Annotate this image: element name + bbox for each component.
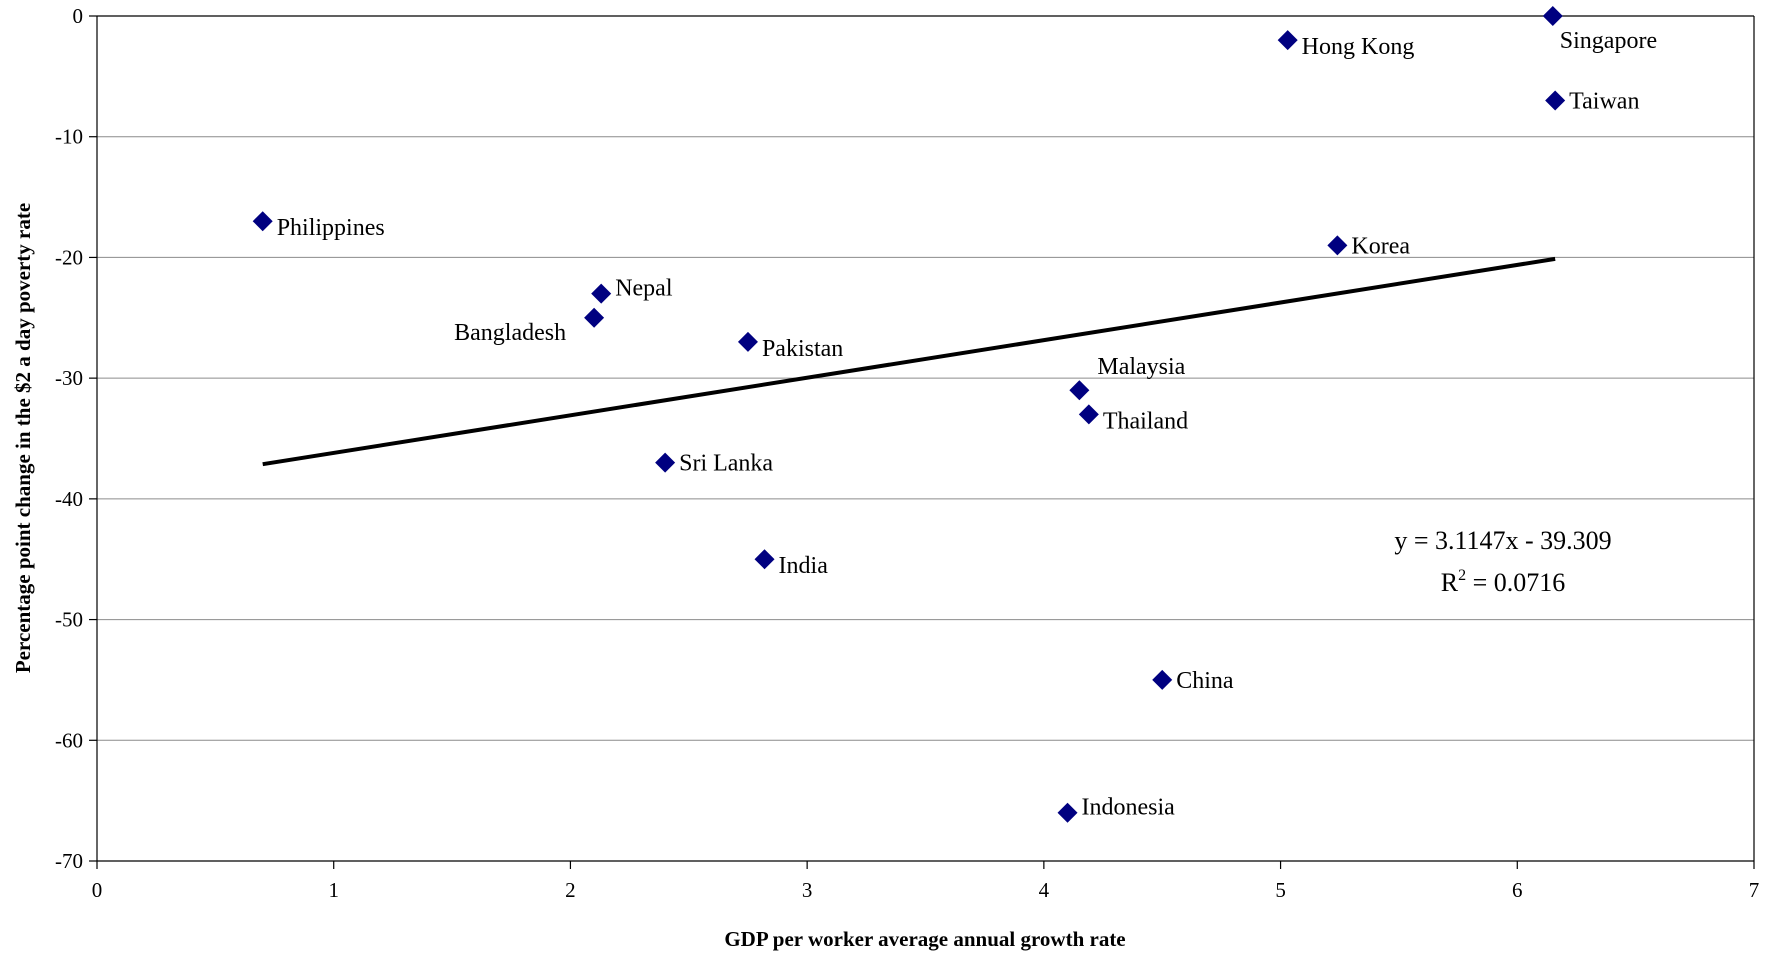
axes [96,15,1755,862]
r2-value: = 0.0716 [1466,568,1565,597]
point-label-philippines: Philippines [277,215,385,241]
x-tick-label: 6 [1512,878,1523,902]
r2-label: R [1441,568,1459,597]
data-point-philippines [252,211,273,232]
x-tick-label: 2 [565,878,576,902]
point-label-malaysia: Malaysia [1097,354,1185,380]
trendline-group [262,256,1556,467]
y-tick-labels: 0 -10 -20 -30 -40 -50 -60 -70 [55,4,83,873]
trendline [262,256,1556,467]
x-tick-label: 7 [1749,878,1760,902]
x-axis-title: GDP per worker average annual growth rat… [724,927,1125,951]
point-label-taiwan: Taiwan [1569,89,1639,115]
trendline-equation: y = 3.1147x - 39.309 [1394,526,1611,555]
tick-marks [89,15,1755,869]
x-tick-label: 3 [802,878,813,902]
r2-superscript: 2 [1458,567,1466,584]
point-label-hong-kong: Hong Kong [1302,34,1415,60]
data-point-india [754,549,775,570]
point-label-sri-lanka: Sri Lanka [679,451,773,477]
y-tick-label: -30 [55,366,83,390]
data-point-china [1152,669,1173,690]
y-axis-title: Percentage point change in the $2 a day … [11,203,35,673]
data-points [252,6,1566,823]
point-label-indonesia: Indonesia [1082,795,1176,821]
point-label-thailand: Thailand [1103,408,1188,434]
point-label-pakistan: Pakistan [762,336,843,362]
y-tick-label: -50 [55,608,83,632]
data-point-pakistan [737,331,758,352]
point-label-singapore: Singapore [1560,28,1657,54]
x-tick-label: 5 [1275,878,1286,902]
y-tick-label: -10 [55,125,83,149]
x-tick-labels: 0 1 2 3 4 5 6 7 [92,878,1760,902]
trendline-r-squared: R2 = 0.0716 [1441,567,1566,597]
point-label-korea: Korea [1351,233,1410,259]
y-tick-label: -40 [55,487,83,511]
data-point-nepal [591,283,612,304]
y-tick-label: -60 [55,728,83,752]
data-point-indonesia [1057,802,1078,823]
point-label-nepal: Nepal [615,276,673,302]
y-tick-label: 0 [73,4,84,28]
point-label-bangladesh: Bangladesh [454,320,566,346]
x-tick-label: 1 [328,878,339,902]
y-tick-label: -20 [55,245,83,269]
x-tick-label: 0 [92,878,103,902]
data-point-thailand [1078,404,1099,425]
point-label-china: China [1176,668,1234,694]
data-point-bangladesh [584,307,605,328]
data-point-singapore [1542,6,1563,26]
data-point-taiwan [1545,90,1566,111]
data-point-sri-lanka [655,452,676,473]
point-label-india: India [779,553,829,579]
x-tick-label: 4 [1039,878,1050,902]
y-tick-label: -70 [55,849,83,873]
data-point-hong-kong [1277,30,1298,51]
data-point-korea [1327,235,1348,256]
point-labels: Philippines Nepal Bangladesh Pakistan Sri La… [277,28,1657,821]
data-point-malaysia [1069,380,1090,401]
gridlines [97,136,1754,741]
